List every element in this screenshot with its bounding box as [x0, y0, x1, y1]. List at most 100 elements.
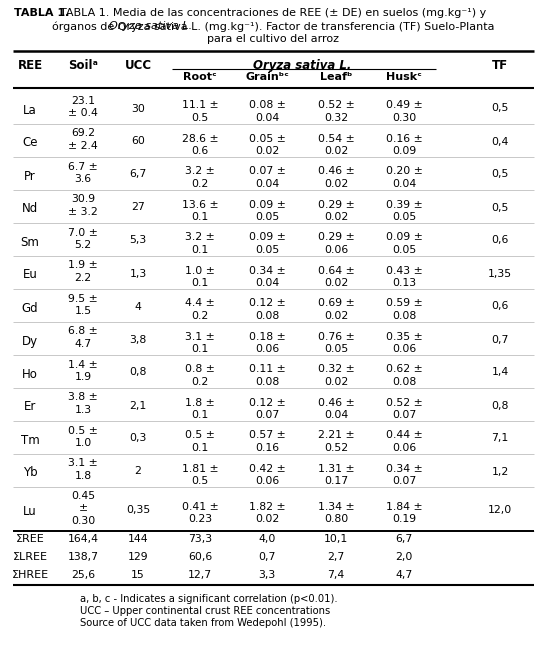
Text: 144: 144: [127, 534, 148, 544]
Text: 138,7: 138,7: [67, 552, 98, 562]
Text: TABLA 1. Media de las concentraciones de REE (± DE) en suelos (mg.kg⁻¹) y: TABLA 1. Media de las concentraciones de…: [60, 8, 486, 18]
Text: 0.32 ±
0.02: 0.32 ± 0.02: [318, 364, 354, 387]
Text: para el cultivo del arroz: para el cultivo del arroz: [207, 34, 339, 44]
Text: 15: 15: [131, 570, 145, 580]
Text: 0.07 ±
0.04: 0.07 ± 0.04: [248, 167, 286, 189]
Text: 0,5: 0,5: [491, 103, 509, 114]
Text: 1.8 ±
0.1: 1.8 ± 0.1: [185, 398, 215, 420]
Text: UCC – Upper continental crust REE concentrations: UCC – Upper continental crust REE concen…: [80, 606, 330, 616]
Text: 0.09 ±
0.05: 0.09 ± 0.05: [386, 233, 422, 255]
Text: 0,7: 0,7: [258, 552, 276, 562]
Text: 0.59 ±
0.08: 0.59 ± 0.08: [386, 298, 422, 321]
Text: 4,7: 4,7: [395, 570, 412, 580]
Text: 164,4: 164,4: [67, 534, 98, 544]
Text: 0.62 ±
0.08: 0.62 ± 0.08: [386, 364, 422, 387]
Text: 0.49 ±
0.30: 0.49 ± 0.30: [386, 101, 422, 123]
Text: 60: 60: [131, 136, 145, 146]
Text: 0.69 ±
0.02: 0.69 ± 0.02: [318, 298, 354, 321]
Text: 0.39 ±
0.05: 0.39 ± 0.05: [386, 200, 422, 222]
Text: 0.46 ±
0.02: 0.46 ± 0.02: [318, 167, 354, 189]
Text: 0,5: 0,5: [491, 202, 509, 212]
Text: Rootᶜ: Rootᶜ: [183, 72, 217, 82]
Text: 1.84 ±
0.19: 1.84 ± 0.19: [386, 502, 422, 524]
Text: 1.0 ±
0.1: 1.0 ± 0.1: [185, 265, 215, 288]
Text: Tm: Tm: [21, 433, 39, 446]
Text: 13.6 ±
0.1: 13.6 ± 0.1: [182, 200, 218, 222]
Text: 0.09 ±
0.05: 0.09 ± 0.05: [248, 233, 286, 255]
Text: 0.43 ±
0.13: 0.43 ± 0.13: [386, 265, 422, 288]
Text: Yb: Yb: [22, 466, 37, 480]
Text: 2: 2: [135, 466, 142, 476]
Text: 0.08 ±
0.04: 0.08 ± 0.04: [248, 101, 286, 123]
Text: 69.2
± 2.4: 69.2 ± 2.4: [68, 128, 98, 151]
Text: 0,8: 0,8: [491, 401, 509, 411]
Text: Oryza sativa L.: Oryza sativa L.: [109, 21, 192, 31]
Text: 30: 30: [131, 103, 145, 114]
Text: Source of UCC data taken from Wedepohl (1995).: Source of UCC data taken from Wedepohl (…: [80, 618, 326, 628]
Text: Nd: Nd: [22, 202, 38, 216]
Text: 1.9 ±
2.2: 1.9 ± 2.2: [68, 261, 98, 283]
Text: 0.76 ±
0.05: 0.76 ± 0.05: [318, 331, 354, 354]
Text: 0.52 ±
0.32: 0.52 ± 0.32: [318, 101, 354, 123]
Text: 1.34 ±
0.80: 1.34 ± 0.80: [318, 502, 354, 524]
Text: 0.29 ±
0.06: 0.29 ± 0.06: [318, 233, 354, 255]
Text: Ho: Ho: [22, 368, 38, 380]
Text: 30.9
± 3.2: 30.9 ± 3.2: [68, 194, 98, 217]
Text: 0.34 ±
0.04: 0.34 ± 0.04: [249, 265, 286, 288]
Text: 0.11 ±
0.08: 0.11 ± 0.08: [249, 364, 286, 387]
Text: 1.4 ±
1.9: 1.4 ± 1.9: [68, 360, 98, 382]
Text: 3.2 ±
0.2: 3.2 ± 0.2: [185, 167, 215, 189]
Text: 0.09 ±
0.05: 0.09 ± 0.05: [248, 200, 286, 222]
Text: 60,6: 60,6: [188, 552, 212, 562]
Text: Soilᵃ: Soilᵃ: [68, 59, 98, 72]
Text: 3.2 ±
0.1: 3.2 ± 0.1: [185, 233, 215, 255]
Text: 0.20 ±
0.04: 0.20 ± 0.04: [386, 167, 422, 189]
Text: Lu: Lu: [23, 505, 37, 518]
Text: 9.5 ±
1.5: 9.5 ± 1.5: [68, 294, 98, 316]
Text: Gd: Gd: [22, 302, 38, 314]
Text: 6.8 ±
4.7: 6.8 ± 4.7: [68, 327, 98, 349]
Text: 0,3: 0,3: [129, 433, 147, 444]
Text: a, b, c - Indicates a significant correlation (p<0.01).: a, b, c - Indicates a significant correl…: [80, 594, 337, 604]
Text: 3.1 ±
1.8: 3.1 ± 1.8: [68, 458, 98, 481]
Text: 7.0 ±
5.2: 7.0 ± 5.2: [68, 228, 98, 250]
Text: Er: Er: [24, 401, 36, 413]
Text: Eu: Eu: [22, 269, 37, 282]
Text: 0.8 ±
0.2: 0.8 ± 0.2: [185, 364, 215, 387]
Text: 0,4: 0,4: [491, 136, 509, 146]
Text: 2,1: 2,1: [130, 401, 147, 411]
Text: 12,0: 12,0: [488, 505, 512, 515]
Text: TF: TF: [492, 59, 508, 72]
Text: REE: REE: [18, 59, 43, 72]
Text: 1.82 ±
0.02: 1.82 ± 0.02: [249, 502, 286, 524]
Text: 7,4: 7,4: [327, 570, 345, 580]
Text: 4,0: 4,0: [258, 534, 276, 544]
Text: 25,6: 25,6: [71, 570, 95, 580]
Text: 4.4 ±
0.2: 4.4 ± 0.2: [185, 298, 215, 321]
Text: 2,7: 2,7: [327, 552, 345, 562]
Text: TABLA 1.: TABLA 1.: [14, 8, 69, 18]
Text: Huskᶜ: Huskᶜ: [386, 72, 422, 82]
Text: 0.18 ±
0.06: 0.18 ± 0.06: [249, 331, 286, 354]
Text: 73,3: 73,3: [188, 534, 212, 544]
Text: Dy: Dy: [22, 335, 38, 347]
Text: 0.64 ±
0.02: 0.64 ± 0.02: [318, 265, 354, 288]
Text: 0.05 ±
0.02: 0.05 ± 0.02: [248, 134, 286, 156]
Text: 12,7: 12,7: [188, 570, 212, 580]
Text: Oryza sativa L.: Oryza sativa L.: [253, 59, 351, 72]
Text: Leafᵇ: Leafᵇ: [320, 72, 352, 82]
Text: 0.54 ±
0.02: 0.54 ± 0.02: [318, 134, 354, 156]
Text: 0.44 ±
0.06: 0.44 ± 0.06: [386, 431, 422, 453]
Text: Pr: Pr: [24, 169, 36, 183]
Text: 0,35: 0,35: [126, 505, 150, 515]
Text: 1.31 ±
0.17: 1.31 ± 0.17: [318, 464, 354, 486]
Text: ΣHREE: ΣHREE: [11, 570, 49, 580]
Text: 3.1 ±
0.1: 3.1 ± 0.1: [185, 331, 215, 354]
Text: 11.1 ±
0.5: 11.1 ± 0.5: [182, 101, 218, 123]
Text: La: La: [23, 103, 37, 116]
Text: 0.57 ±
0.16: 0.57 ± 0.16: [249, 431, 286, 453]
Text: 4: 4: [135, 302, 142, 312]
Text: 28.6 ±
0.6: 28.6 ± 0.6: [182, 134, 218, 156]
Text: 2.21 ±
0.52: 2.21 ± 0.52: [318, 431, 354, 453]
Text: 1,4: 1,4: [491, 368, 509, 378]
